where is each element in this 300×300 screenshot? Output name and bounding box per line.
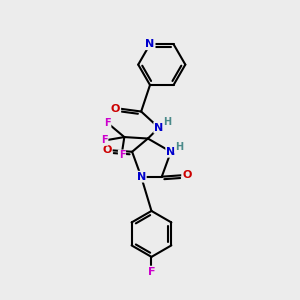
Text: F: F — [148, 267, 155, 277]
Text: H: H — [175, 142, 183, 152]
Text: N: N — [166, 147, 176, 157]
Text: N: N — [136, 172, 146, 182]
Text: H: H — [164, 117, 172, 128]
Text: N: N — [146, 39, 154, 49]
Text: O: O — [102, 145, 112, 155]
Text: F: F — [119, 150, 125, 160]
Text: N: N — [154, 123, 164, 133]
Text: F: F — [101, 135, 108, 145]
Text: F: F — [104, 118, 111, 128]
Text: O: O — [111, 103, 120, 114]
Text: O: O — [182, 170, 191, 180]
